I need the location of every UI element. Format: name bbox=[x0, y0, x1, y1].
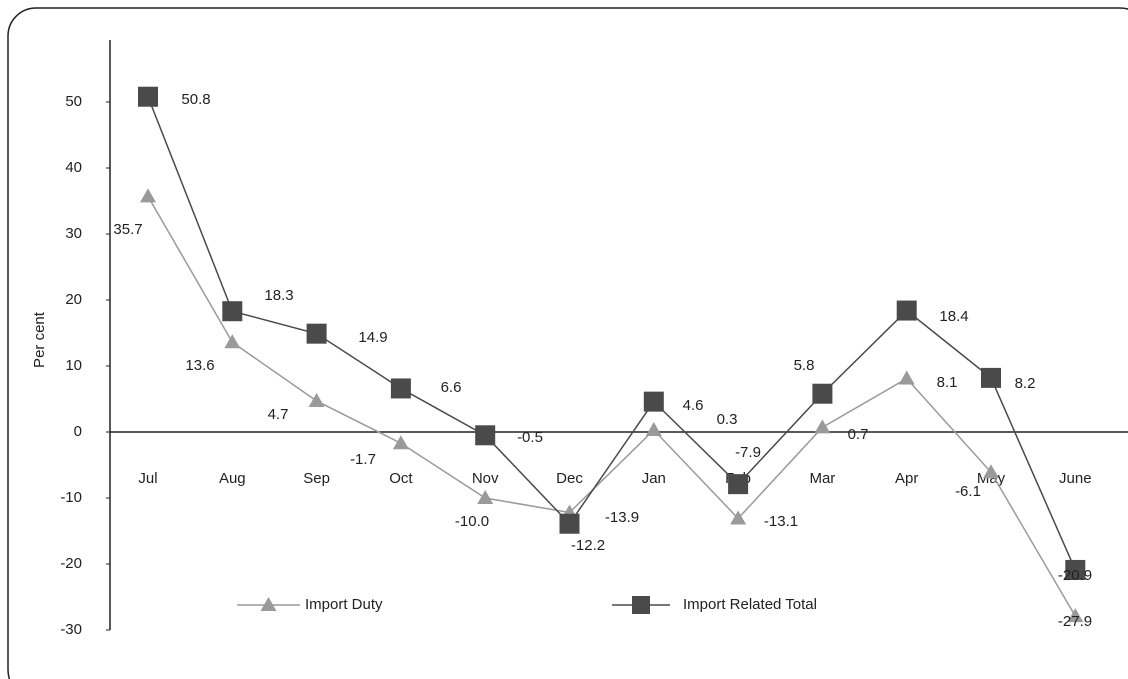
data-label: 6.6 bbox=[441, 379, 462, 396]
legend-marker bbox=[260, 597, 277, 611]
x-tick-label: June bbox=[1059, 470, 1092, 487]
triangle-marker bbox=[392, 435, 409, 450]
y-tick-label: 10 bbox=[65, 357, 82, 374]
data-label: -6.1 bbox=[955, 483, 981, 500]
y-tick-label: 20 bbox=[65, 291, 82, 308]
x-tick-label: Jul bbox=[138, 470, 157, 487]
y-tick-label: 30 bbox=[65, 225, 82, 242]
chart-border bbox=[7, 7, 1128, 679]
data-label: 14.9 bbox=[358, 329, 387, 346]
y-tick-label: -20 bbox=[60, 555, 82, 572]
data-label: 0.3 bbox=[717, 411, 738, 428]
square-marker bbox=[475, 425, 496, 446]
triangle-marker bbox=[308, 392, 325, 407]
data-label: 50.8 bbox=[181, 91, 210, 108]
data-label: 0.7 bbox=[848, 426, 869, 443]
square-marker bbox=[559, 513, 580, 534]
y-tick-label: -30 bbox=[60, 621, 82, 638]
y-tick-label: 50 bbox=[65, 93, 82, 110]
legend-label: Import Related Total bbox=[683, 596, 817, 613]
square-marker bbox=[390, 378, 411, 399]
x-tick-label: Aug bbox=[219, 470, 246, 487]
x-tick-label: May bbox=[977, 470, 1006, 487]
data-label: -20.9 bbox=[1058, 567, 1092, 584]
legend-marker bbox=[632, 596, 650, 614]
y-tick-label: 40 bbox=[65, 159, 82, 176]
data-label: -12.2 bbox=[571, 537, 605, 554]
triangle-marker bbox=[645, 422, 662, 437]
data-label: 18.4 bbox=[939, 308, 968, 325]
data-label: 8.1 bbox=[937, 374, 958, 391]
x-tick-label: Jan bbox=[642, 470, 666, 487]
data-label: 35.7 bbox=[113, 221, 142, 238]
x-tick-label: Sep bbox=[303, 470, 330, 487]
square-marker bbox=[643, 391, 664, 412]
x-tick-label: Apr bbox=[895, 470, 918, 487]
data-label: 13.6 bbox=[185, 357, 214, 374]
data-label: -0.5 bbox=[517, 429, 543, 446]
square-marker bbox=[981, 367, 1001, 388]
triangle-marker bbox=[1067, 608, 1084, 623]
triangle-marker bbox=[477, 490, 494, 504]
triangle-marker bbox=[814, 419, 831, 434]
data-label: -10.0 bbox=[455, 513, 489, 530]
legend-label: Import Duty bbox=[305, 596, 383, 613]
x-tick-label: Mar bbox=[809, 470, 835, 487]
data-label: 18.3 bbox=[264, 287, 293, 304]
square-marker bbox=[222, 301, 243, 322]
series-line bbox=[147, 196, 1076, 617]
x-tick-label: Nov bbox=[472, 470, 499, 487]
data-label: 8.2 bbox=[1015, 375, 1036, 392]
square-marker bbox=[812, 383, 833, 404]
triangle-marker bbox=[983, 464, 999, 479]
square-marker bbox=[896, 300, 917, 321]
triangle-marker bbox=[730, 510, 747, 525]
x-tick-label: Dec bbox=[556, 470, 583, 487]
triangle-marker bbox=[224, 334, 241, 349]
data-label: -1.7 bbox=[350, 451, 376, 468]
y-tick-label: -10 bbox=[60, 489, 82, 506]
data-label: -13.9 bbox=[605, 509, 639, 526]
square-marker bbox=[728, 474, 749, 495]
triangle-marker bbox=[898, 370, 915, 385]
data-label: 4.7 bbox=[268, 406, 289, 423]
data-label: -27.9 bbox=[1058, 613, 1092, 630]
data-label: 4.6 bbox=[683, 397, 704, 414]
square-marker bbox=[138, 86, 158, 107]
data-label: 5.8 bbox=[794, 357, 815, 374]
y-tick-label: 0 bbox=[74, 423, 82, 440]
series-line bbox=[147, 96, 1076, 571]
data-label: -13.1 bbox=[764, 513, 798, 530]
triangle-marker bbox=[140, 188, 156, 203]
y-axis-title: Per cent bbox=[31, 311, 48, 368]
square-marker bbox=[306, 323, 327, 344]
data-label: -7.9 bbox=[735, 444, 761, 461]
square-marker bbox=[1065, 559, 1086, 580]
x-tick-label: Oct bbox=[389, 470, 413, 487]
